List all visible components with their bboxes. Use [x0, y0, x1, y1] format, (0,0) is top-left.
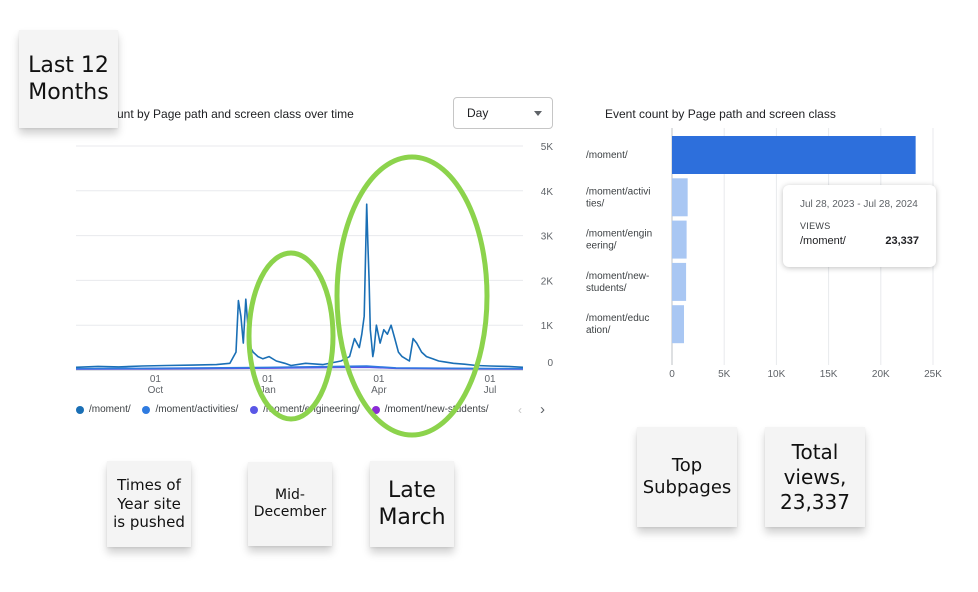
legend-dot: [142, 405, 151, 414]
x-tick-day: 01: [262, 374, 274, 385]
tooltip-date-range: Jul 28, 2023 - Jul 28, 2024: [800, 199, 918, 210]
x-tick-month: Jul: [484, 385, 497, 396]
legend-label: /moment/: [89, 404, 131, 415]
x-tick-day: 01: [484, 374, 496, 385]
x-tick-day: 01: [150, 374, 162, 385]
legend-dot: [371, 405, 380, 414]
legend-dot: [76, 405, 84, 414]
note-top-subpages: Top Subpages: [637, 427, 737, 527]
y-tick-label: 2K: [541, 276, 554, 287]
bar-x-tick-label: 20K: [872, 369, 890, 380]
bar-x-tick-label: 10K: [768, 369, 786, 380]
bar: [672, 262, 687, 301]
tooltip-metric: VIEWS: [800, 221, 831, 231]
bar: [672, 136, 916, 174]
bar-x-tick-label: 5K: [718, 369, 731, 380]
chevron-down-icon: [534, 111, 542, 116]
legend-label: /moment/new-students/: [384, 404, 489, 415]
series-line: [75, 203, 524, 369]
legend-item[interactable]: /moment/engineering/: [250, 404, 360, 415]
note-last-12-months: Last 12 Months: [19, 30, 118, 128]
note-late-march: Late March: [370, 461, 454, 547]
y-tick-label: 1K: [541, 321, 554, 332]
legend-label: /moment/activities/: [155, 404, 239, 415]
y-tick-label: 5K: [541, 142, 554, 153]
bar: [672, 178, 688, 217]
granularity-dropdown[interactable]: Day: [453, 97, 553, 129]
bar-category-label: /moment/: [586, 150, 628, 161]
bar-category-label: /moment/educ ation/: [586, 313, 649, 336]
legend-prev-icon[interactable]: ‹: [518, 403, 522, 417]
bar-category-label: /moment/activi ties/: [586, 186, 650, 209]
bar-x-tick-label: 15K: [820, 369, 838, 380]
bar-category-label: /moment/new-students/: [586, 271, 649, 294]
tooltip-path: /moment/: [800, 235, 846, 247]
legend-dot: [250, 405, 259, 414]
bar-category-label: /moment/engin eering/: [586, 229, 652, 252]
y-tick-label: 3K: [541, 232, 554, 243]
x-tick-month: Oct: [148, 385, 164, 396]
y-tick-label: 4K: [541, 187, 554, 198]
tooltip-value: 23,337: [885, 235, 919, 247]
legend-item[interactable]: /moment/: [76, 404, 131, 415]
y-tick-label: 0: [547, 358, 553, 369]
granularity-value: Day: [467, 106, 489, 120]
tooltip: Jul 28, 2023 - Jul 28, 2024 VIEWS /momen…: [783, 185, 936, 267]
legend-label: /moment/engineering/: [263, 404, 360, 415]
note-total-views: Total views, 23,337: [765, 427, 865, 527]
bar-chart-title: Event count by Page path and screen clas…: [605, 107, 836, 121]
x-tick-month: Apr: [371, 385, 387, 396]
legend-item[interactable]: /moment/activities/: [142, 404, 238, 415]
note-times-of-year: Times of Year site is pushed: [107, 461, 191, 547]
bar: [672, 220, 687, 259]
x-tick-day: 01: [373, 374, 385, 385]
bar-x-tick-label: 25K: [924, 369, 942, 380]
line-chart-title: unt by Page path and screen class over t…: [117, 107, 354, 121]
legend-item[interactable]: /moment/new-students/: [371, 404, 489, 415]
bar: [672, 305, 685, 344]
legend-next-icon[interactable]: ›: [540, 401, 545, 418]
bar-x-tick-label: 0: [669, 369, 675, 380]
line-chart-legend: /moment/ /moment/activities/ /moment/eng…: [76, 404, 501, 418]
x-tick-month: Jan: [260, 385, 276, 396]
note-mid-december: Mid-December: [248, 462, 332, 546]
